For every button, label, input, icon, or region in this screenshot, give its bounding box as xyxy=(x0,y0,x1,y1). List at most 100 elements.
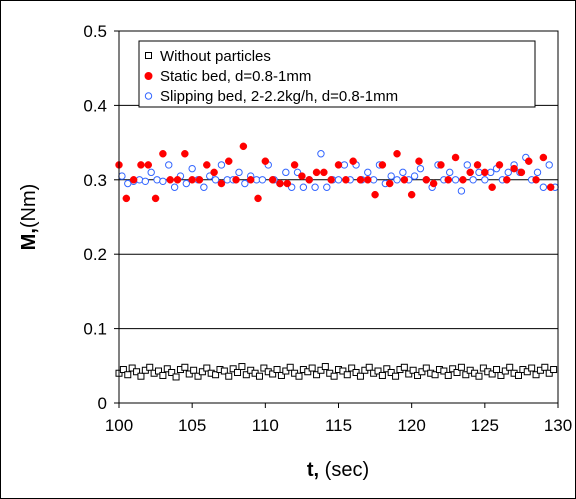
data-point-without-particles xyxy=(374,367,382,375)
data-point-static-bed xyxy=(159,150,167,158)
data-point-slipping-bed xyxy=(141,177,150,185)
data-point-static-bed xyxy=(320,168,328,177)
y-axis-title-bold: M, xyxy=(18,228,40,250)
x-tick-label: 120 xyxy=(397,416,425,435)
data-point-without-particles xyxy=(453,368,461,376)
data-point-without-particles xyxy=(541,363,549,371)
data-point-static-bed xyxy=(444,176,452,184)
data-point-without-particles xyxy=(506,363,514,371)
data-point-without-particles xyxy=(128,364,136,372)
data-point-without-particles xyxy=(479,364,487,372)
data-point-static-bed xyxy=(495,161,504,169)
data-point-slipping-bed xyxy=(188,164,196,173)
data-point-slipping-bed xyxy=(147,168,155,177)
data-point-without-particles xyxy=(286,363,294,371)
data-point-static-bed xyxy=(451,153,460,162)
data-point-static-bed xyxy=(371,190,379,199)
legend: Without particles Static bed, d=0.8-1mm … xyxy=(138,40,536,108)
data-point-slipping-bed xyxy=(410,172,419,180)
data-point-without-particles xyxy=(146,363,154,371)
data-point-static-bed xyxy=(334,161,343,169)
data-point-static-bed xyxy=(473,161,482,169)
data-point-slipping-bed xyxy=(393,176,401,184)
x-tick-label: 125 xyxy=(471,416,499,435)
data-point-without-particles xyxy=(387,368,395,376)
data-point-static-bed xyxy=(378,161,387,169)
data-point-static-bed xyxy=(422,176,431,184)
data-point-without-particles xyxy=(321,363,329,371)
data-point-static-bed xyxy=(129,176,138,184)
data-point-without-particles xyxy=(532,371,540,379)
data-point-static-bed xyxy=(225,157,233,165)
data-point-without-particles xyxy=(198,368,206,376)
y-tick-label: 0.4 xyxy=(83,96,107,115)
data-point-static-bed xyxy=(437,161,445,169)
data-point-slipping-bed xyxy=(446,168,454,177)
data-point-without-particles xyxy=(400,363,408,371)
data-point-static-bed xyxy=(517,168,526,177)
data-point-static-bed xyxy=(466,168,474,177)
data-point-without-particles xyxy=(225,372,233,380)
data-point-slipping-bed xyxy=(364,168,372,177)
data-point-slipping-bed xyxy=(533,168,542,177)
data-point-static-bed xyxy=(283,179,292,188)
data-point-static-bed xyxy=(203,161,211,169)
data-point-static-bed xyxy=(137,161,145,169)
data-point-slipping-bed xyxy=(311,183,319,191)
data-point-static-bed xyxy=(385,179,394,188)
data-point-without-particles xyxy=(282,367,290,375)
data-point-static-bed xyxy=(232,176,240,184)
data-point-without-particles xyxy=(255,372,263,380)
data-point-without-particles xyxy=(220,367,228,375)
data-point-static-bed xyxy=(393,150,401,158)
data-point-without-particles xyxy=(172,373,180,381)
x-axis-ticks: 100 105 110 115 120 125 130 xyxy=(105,403,572,435)
data-point-without-particles xyxy=(378,371,386,379)
data-point-static-bed xyxy=(546,183,555,191)
data-point-without-particles xyxy=(159,371,167,379)
data-point-without-particles xyxy=(155,367,163,375)
data-point-without-particles xyxy=(523,368,531,376)
data-point-static-bed xyxy=(298,172,306,180)
data-point-without-particles xyxy=(308,364,316,372)
data-point-without-particles xyxy=(383,365,391,373)
data-point-without-particles xyxy=(365,363,373,371)
data-point-without-particles xyxy=(550,366,558,374)
x-axis-title: t, (sec) xyxy=(307,459,369,481)
x-tick-label: 110 xyxy=(252,416,279,435)
data-point-without-particles xyxy=(304,368,312,376)
data-point-without-particles xyxy=(190,366,198,374)
data-point-without-particles xyxy=(514,371,522,379)
data-point-static-bed xyxy=(429,179,438,188)
legend-label-static-bed: Static bed, d=0.8-1mm xyxy=(160,68,311,85)
data-point-without-particles xyxy=(203,364,211,372)
data-point-slipping-bed xyxy=(469,176,477,184)
data-point-without-particles xyxy=(313,371,321,379)
data-point-static-bed xyxy=(400,176,409,184)
y-axis-ticks: 0 0.1 0.2 0.3 0.4 0.5 xyxy=(83,22,119,413)
data-point-without-particles xyxy=(269,370,277,378)
data-point-static-bed xyxy=(539,153,548,162)
y-axis-title-rest: (Nm) xyxy=(18,184,40,228)
legend-marker-static-bed xyxy=(144,72,153,80)
data-point-without-particles xyxy=(273,366,281,374)
data-point-slipping-bed xyxy=(457,187,466,195)
data-point-slipping-bed xyxy=(545,161,553,169)
data-point-without-particles xyxy=(457,363,465,371)
data-point-without-particles xyxy=(330,372,338,380)
x-tick-label: 130 xyxy=(544,416,572,435)
data-point-without-particles xyxy=(488,370,496,378)
data-point-without-particles xyxy=(119,366,127,374)
data-point-without-particles xyxy=(356,372,364,380)
data-point-without-particles xyxy=(317,366,325,374)
data-point-static-bed xyxy=(327,176,335,184)
data-point-static-bed xyxy=(195,176,204,184)
data-point-without-particles xyxy=(449,365,457,373)
legend-marker-without-particles xyxy=(145,52,152,59)
data-point-slipping-bed xyxy=(170,183,179,191)
data-point-static-bed xyxy=(305,176,313,184)
data-point-without-particles xyxy=(493,366,501,374)
data-point-static-bed xyxy=(254,194,262,203)
data-point-static-bed xyxy=(217,179,226,188)
